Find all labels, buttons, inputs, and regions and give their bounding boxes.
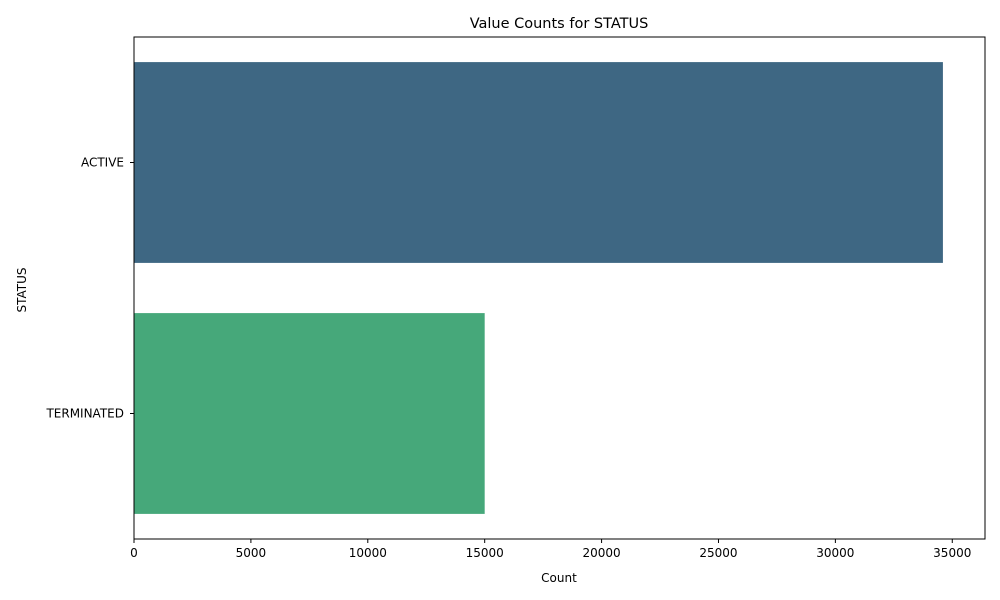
x-tick-label-5000: 5000 [236,546,267,560]
x-tick-label-35000: 35000 [933,546,971,560]
x-tick-label-15000: 15000 [466,546,504,560]
bar-active [134,62,943,263]
plot-frame [133,36,986,540]
y-tick-label-terminated: TERMINATED [45,407,124,421]
x-tick-label-10000: 10000 [349,546,387,560]
x-tick-label-20000: 20000 [582,546,620,560]
ticks-layer: ACTIVE TERMINATED 0 5000 10000 15000 20000 2500… [45,156,971,561]
x-tick-label-0: 0 [130,546,138,560]
bar-terminated [134,313,485,514]
x-tick-label-30000: 30000 [816,546,854,560]
x-axis-label: Count [541,571,577,585]
axes-layer [133,36,986,540]
chart-title: Value Counts for STATUS [470,16,649,32]
y-axis-label: STATUS [15,267,29,312]
bars-layer [134,62,943,514]
y-tick-label-active: ACTIVE [81,156,124,170]
x-tick-label-25000: 25000 [699,546,737,560]
